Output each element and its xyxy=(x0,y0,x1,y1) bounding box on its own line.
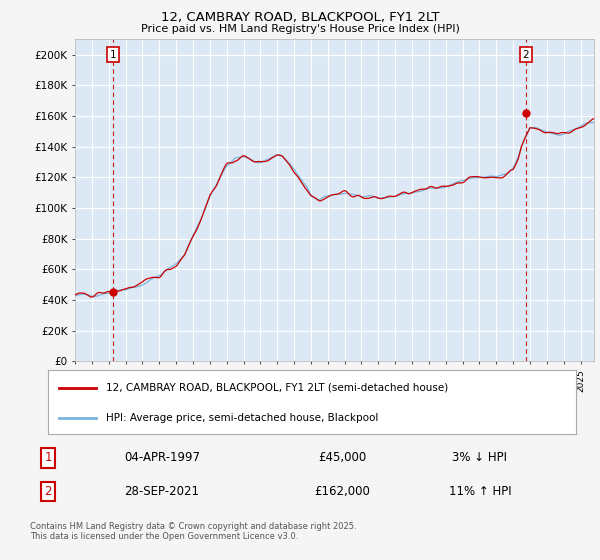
Text: Price paid vs. HM Land Registry's House Price Index (HPI): Price paid vs. HM Land Registry's House … xyxy=(140,24,460,34)
Text: 12, CAMBRAY ROAD, BLACKPOOL, FY1 2LT: 12, CAMBRAY ROAD, BLACKPOOL, FY1 2LT xyxy=(161,11,439,24)
Text: Contains HM Land Registry data © Crown copyright and database right 2025.
This d: Contains HM Land Registry data © Crown c… xyxy=(30,522,356,542)
Text: 1: 1 xyxy=(110,49,116,59)
Text: 2: 2 xyxy=(44,485,52,498)
Text: 28-SEP-2021: 28-SEP-2021 xyxy=(125,485,199,498)
Text: 2: 2 xyxy=(522,49,529,59)
Text: 1: 1 xyxy=(44,451,52,464)
Text: £162,000: £162,000 xyxy=(314,485,370,498)
Text: 04-APR-1997: 04-APR-1997 xyxy=(124,451,200,464)
Text: 12, CAMBRAY ROAD, BLACKPOOL, FY1 2LT (semi-detached house): 12, CAMBRAY ROAD, BLACKPOOL, FY1 2LT (se… xyxy=(106,382,448,393)
Text: HPI: Average price, semi-detached house, Blackpool: HPI: Average price, semi-detached house,… xyxy=(106,413,379,423)
Text: £45,000: £45,000 xyxy=(318,451,366,464)
Text: 3% ↓ HPI: 3% ↓ HPI xyxy=(452,451,508,464)
Text: 11% ↑ HPI: 11% ↑ HPI xyxy=(449,485,511,498)
